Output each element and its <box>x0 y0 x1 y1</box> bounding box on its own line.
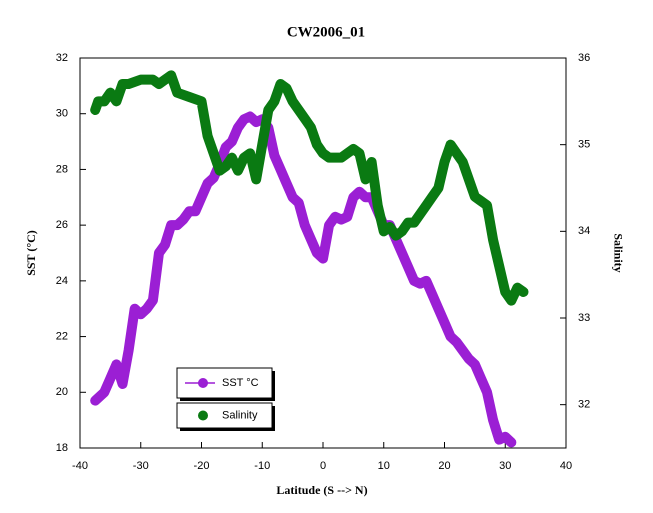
x-tick-label: 40 <box>560 460 572 472</box>
x-tick-label: -40 <box>72 460 88 472</box>
x-tick-label: -20 <box>194 460 210 472</box>
y-tick-label: 24 <box>56 275 68 287</box>
y2-tick-label: 35 <box>578 139 590 151</box>
x-axis-label: Latitude (S --> N) <box>276 483 367 497</box>
legend-box <box>176 367 273 399</box>
y-tick-label: 32 <box>56 52 68 64</box>
legend-box <box>176 402 273 429</box>
legend-label: SST °C <box>222 377 259 389</box>
legend-marker <box>198 410 208 421</box>
y-tick-label: 18 <box>56 442 68 454</box>
x-tick-label: -30 <box>133 460 149 472</box>
y-tick-label: 30 <box>56 108 68 120</box>
y-tick-label: 20 <box>56 386 68 398</box>
chart-title: CW2006_01 <box>287 24 365 40</box>
legend-label: Salinity <box>222 409 258 421</box>
y2-tick-label: 32 <box>578 399 590 411</box>
y2-tick-label: 33 <box>578 312 590 324</box>
y-tick-label: 22 <box>56 330 68 342</box>
x-tick-label: 20 <box>438 460 450 472</box>
y-axis-label: SST (°C) <box>24 230 38 276</box>
series-line <box>90 70 529 306</box>
x-tick-label: 30 <box>499 460 511 472</box>
series-line <box>90 111 517 448</box>
y2-tick-label: 36 <box>578 52 590 64</box>
x-tick-label: 10 <box>378 460 390 472</box>
x-tick-label: 0 <box>320 460 326 472</box>
legend-marker <box>198 378 208 388</box>
y-tick-label: 28 <box>56 163 68 175</box>
x-tick-label: -10 <box>254 460 270 472</box>
y2-tick-label: 34 <box>578 225 590 237</box>
y2-axis-label: Salinity <box>611 233 625 272</box>
y-tick-label: 26 <box>56 219 68 231</box>
